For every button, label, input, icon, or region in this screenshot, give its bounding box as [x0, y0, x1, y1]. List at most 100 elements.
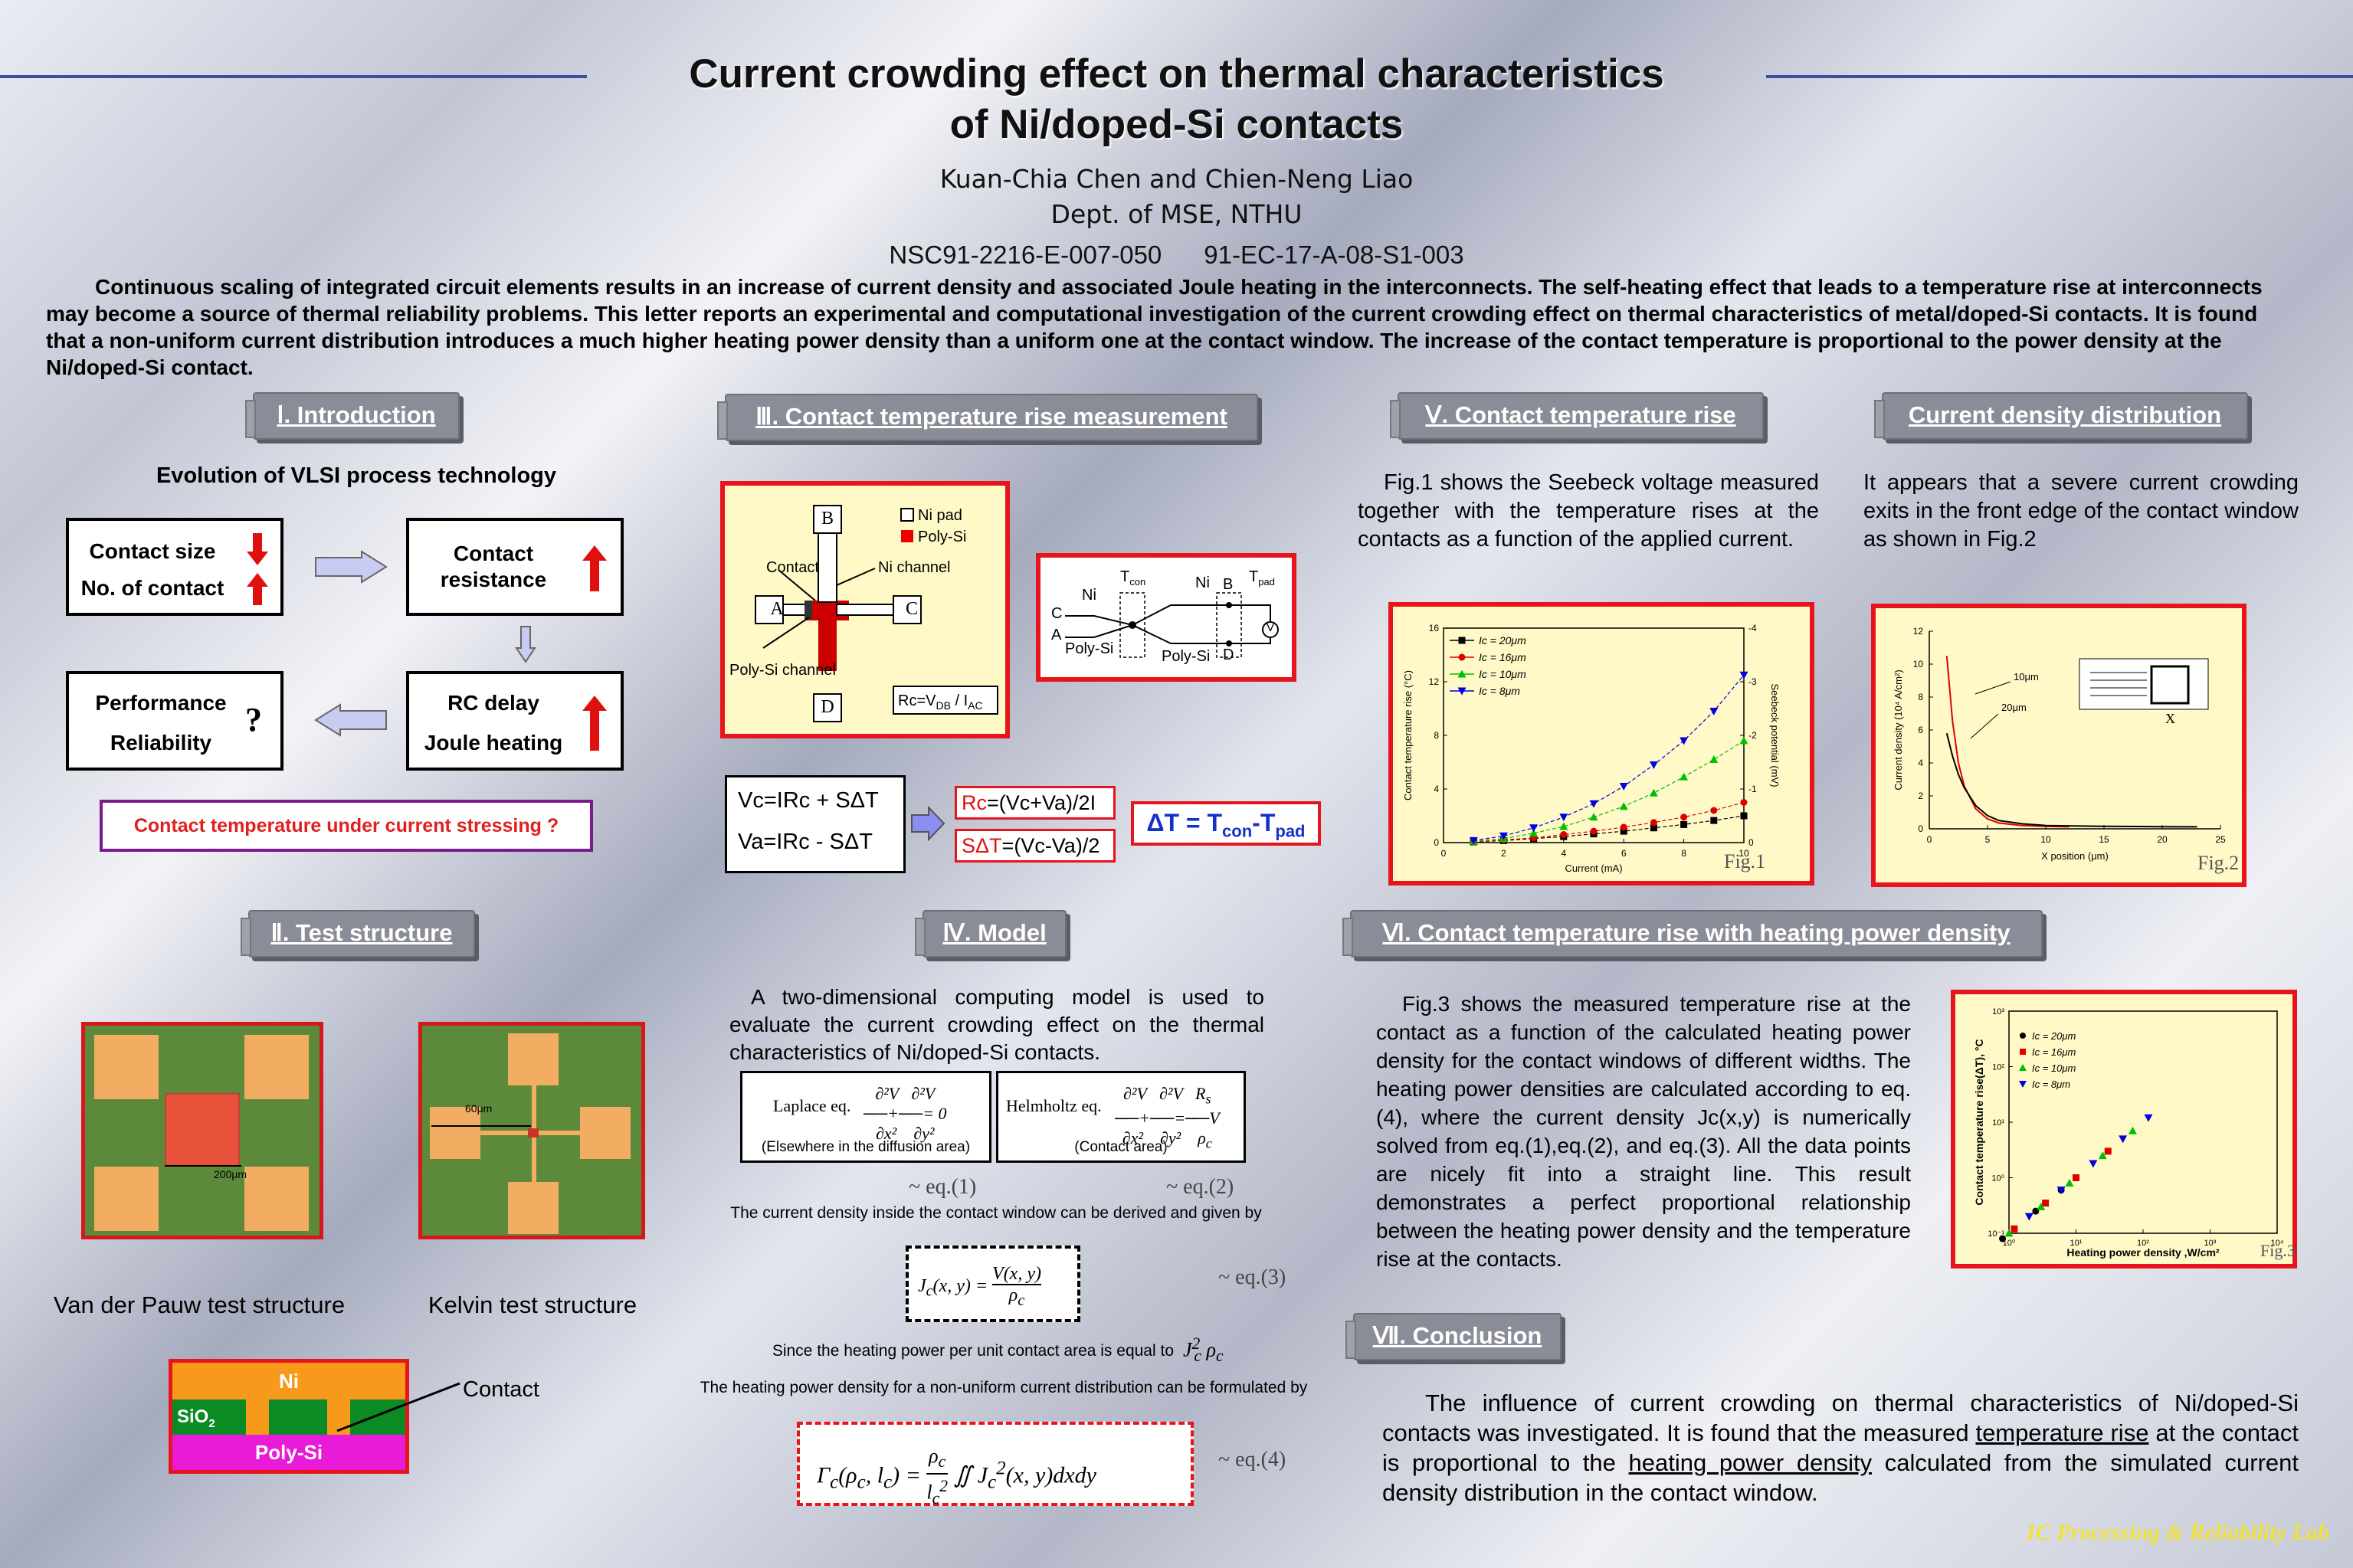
up-arrow-icon [582, 696, 607, 751]
box-rc-delay: RC delay Joule heating [406, 671, 624, 771]
intro-subtitle: Evolution of VLSI process technology [156, 463, 557, 488]
tpad-label: Tpad [1249, 568, 1275, 588]
fig1-y2-label: Seebeck potential (mV) [1769, 683, 1781, 787]
fig3-legend-marker [2020, 1049, 2026, 1055]
fig1-point [1710, 807, 1718, 814]
vdp-photo: 200μm [81, 1022, 323, 1239]
fig1-y2-tick-label: -2 [1748, 730, 1757, 741]
header-rule-left [0, 75, 587, 78]
fig2-x-tick-label: 10 [2040, 834, 2051, 845]
fig3-x-label: Heating power density ,W/cm² [2066, 1246, 2219, 1259]
arrow-right-icon [911, 806, 945, 841]
box-contact-size-line2: No. of contact [80, 576, 224, 600]
fig1-point [1680, 737, 1689, 745]
fig3-x-tick-label: 10⁴ [2271, 1239, 2284, 1248]
heading-model: Ⅳ. Model [915, 910, 1067, 957]
eq1-label: ~ eq.(1) [909, 1175, 977, 1199]
fig1-point [1469, 836, 1478, 845]
heading-conclusion: Ⅶ. Conclusion [1345, 1313, 1562, 1360]
fig3-legend-marker [2019, 1064, 2027, 1071]
fig2-y-tick-label: 6 [1918, 725, 1923, 735]
pad-d-label: D [821, 697, 834, 717]
fig2-series-label: 20μm [2001, 702, 2027, 713]
layer-ni: Ni [172, 1363, 405, 1399]
cross-section-diagram: Ni SiO2 Poly-Si [169, 1359, 409, 1474]
fig3-point [2056, 1187, 2066, 1195]
fig1-point [1619, 802, 1628, 810]
layer-polysi: Poly-Si [172, 1435, 405, 1470]
rise-text: Fig.1 shows the Seebeck voltage measured… [1358, 470, 1819, 552]
heading-current-density: Current density distribution [1874, 392, 2248, 440]
fig1-point [1649, 761, 1658, 769]
fig3-point [2004, 1229, 2014, 1237]
fig1-legend-marker [1457, 669, 1467, 678]
fig1-point [1680, 813, 1688, 821]
fig2-label-pointer [1974, 681, 2011, 695]
model-text: A two-dimensional computing model is use… [729, 985, 1264, 1064]
helmholtz-note: (Contact area) [1074, 1139, 1168, 1155]
fig1-y2-tick-label: -1 [1748, 784, 1757, 794]
legend-polysi: Poly-Si [918, 529, 967, 545]
fig1-point [1529, 829, 1539, 837]
kelvin-photo: 60μm [418, 1022, 645, 1239]
fig2-frame: 0 5 10 15 20 25 0 2 4 6 8 10 12 X position (μm) Curren… [1871, 604, 2246, 887]
fig1-legend-label: Ic = 16μm [1479, 651, 1526, 663]
model-line2: Since the heating power per unit contact… [772, 1342, 1174, 1360]
fig1-caption: Fig.1 [1724, 850, 1766, 872]
box-reliability-line: Reliability [110, 731, 212, 755]
fig3-point [2119, 1135, 2128, 1144]
fig1-point [1620, 823, 1627, 831]
helmholtz-box: Helmholtz eq. ∂²V ∂²V Rs ──+──=──V ∂x² ∂y²… [996, 1071, 1246, 1163]
node-c-label: C [1051, 605, 1063, 622]
fig3-point [2073, 1174, 2079, 1181]
kelvin-scale: 60μm [465, 1102, 493, 1115]
fig1-point [1620, 827, 1627, 835]
model-line3: The heating power density for a non-unif… [700, 1379, 1308, 1396]
fig1-point [1559, 813, 1568, 822]
poster-title-line1: Current crowding effect on thermal chara… [689, 51, 1664, 97]
fig3-point [1999, 1235, 2007, 1242]
arrow-left-icon [314, 703, 387, 737]
fig3-point [2144, 1114, 2153, 1122]
density-text: It appears that a severe current crowdin… [1863, 470, 2299, 552]
fig3-y-tick-label: 10³ [1992, 1007, 2004, 1016]
fig1-point [1650, 824, 1657, 832]
vdp-label: Van der Pauw test structure [53, 1291, 346, 1318]
box-contact-size: Contact size No. of contact [66, 518, 283, 616]
fig1-y-tick-label: 16 [1429, 623, 1440, 633]
fig3-legend-marker [2019, 1081, 2027, 1088]
helmholtz-label: Helmholtz eq. [1006, 1096, 1102, 1115]
fig1-series-line [1473, 815, 1745, 843]
box-performance-line: Performance [95, 691, 227, 715]
abstract: Continuous scaling of integrated circuit… [46, 275, 2263, 379]
affiliation: Dept. of MSE, NTHU [1050, 199, 1303, 229]
pad-b-label: B [821, 509, 834, 529]
layer-sio2: SiO2 [177, 1406, 215, 1430]
fig3-point [2098, 1151, 2107, 1160]
lab-footer: IC Processing & Reliability Lab [2027, 1520, 2329, 1545]
power-text: Fig.3 shows the measured temperature ris… [1376, 992, 1911, 1271]
ni-label-right: Ni [1195, 574, 1210, 591]
st-equation: SΔT=(Vc-Va)/2 [955, 829, 1116, 863]
fig3-plot-area [2008, 1010, 2278, 1234]
eq4-box: Γc(ρc, lc) = ρc lc2 ∬ Jc2(x, y)dxdy [797, 1422, 1194, 1507]
fig1-legend-label: Ic = 8μm [1479, 685, 1520, 697]
grant-numbers: NSC91-2216-E-007-050 91-EC-17-A-08-S1-00… [889, 241, 1464, 269]
eq4-formula: Γc(ρc, lc) = ρc lc2 ∬ Jc2(x, y)dxdy [817, 1445, 1096, 1510]
node-a-label: A [1051, 627, 1062, 643]
fig2-y-tick-label: 12 [1913, 626, 1924, 637]
fig2-y-label: Current density (10⁴ A/cm²) [1893, 669, 1904, 790]
laplace-label: Laplace eq. [773, 1096, 851, 1115]
fig1-y-label: Contact temperature rise (°C) [1402, 670, 1414, 800]
fig3-point [2042, 1200, 2050, 1207]
heading-power-density: Ⅵ. Contact temperature rise with heating… [1342, 910, 2043, 957]
eq2-label: ~ eq.(2) [1166, 1175, 1234, 1199]
helmholtz-formula: ∂²V ∂²V Rs ──+──=──V ∂x² ∂y² ρc [1115, 1084, 1220, 1151]
fig1-point [1739, 736, 1748, 745]
fig1-x-label: Current (mA) [1565, 863, 1622, 874]
heating-power-expr: J2c ρc [1183, 1334, 1224, 1365]
fig1-legend-marker [1457, 687, 1467, 696]
fig1-point [1709, 755, 1719, 763]
question-mark: ? [245, 701, 262, 738]
fig2-series-line [1945, 733, 2197, 828]
